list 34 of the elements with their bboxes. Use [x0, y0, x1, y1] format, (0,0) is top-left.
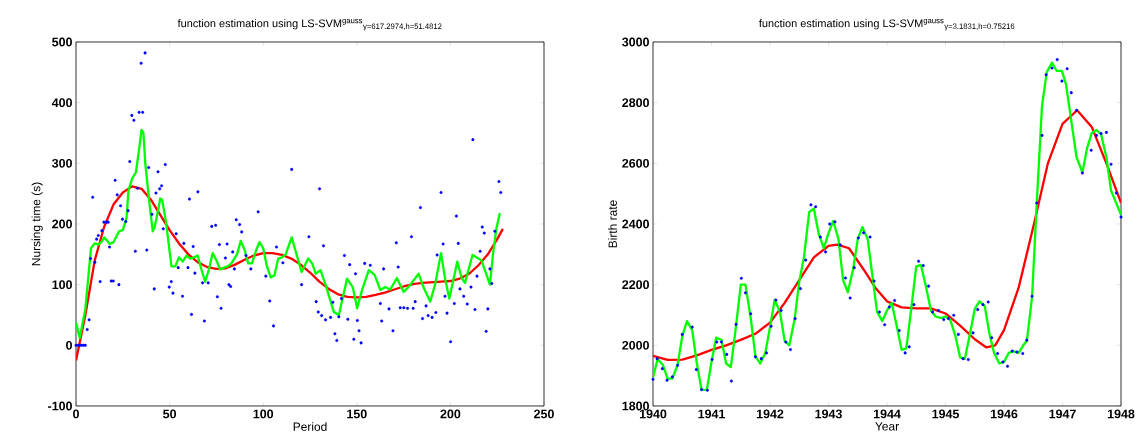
x-tick-label: 1943	[815, 409, 842, 419]
y-tick-label: 2600	[622, 158, 649, 168]
y-tick-label: 3000	[622, 37, 649, 47]
y-axis-title: Nursing time (s)	[31, 182, 43, 266]
x-tick-label: 1947	[1049, 409, 1076, 419]
x-tick-label: 1946	[990, 409, 1018, 419]
x-tick-label: 1941	[698, 409, 726, 419]
x-tick-label: 1942	[756, 409, 784, 419]
x-tick-label: 100	[253, 409, 274, 419]
y-tick-label: 400	[51, 98, 72, 108]
y-tick-label: 2200	[622, 280, 649, 290]
x-axis-title: Period	[293, 422, 327, 431]
x-tick-label: 1944	[873, 409, 901, 419]
x-tick-label: 150	[347, 409, 367, 419]
y-tick-label: 200	[52, 219, 72, 229]
x-tick-label: 50	[163, 409, 177, 419]
x-tick-label: 1945	[932, 409, 960, 419]
x-tick-label: 250	[534, 409, 554, 419]
y-tick-label: 500	[52, 37, 72, 47]
x-tick-label: 200	[440, 409, 461, 419]
y-tick-label: 2000	[622, 340, 649, 350]
y-tick-label: 0	[66, 340, 72, 350]
y-tick-label: 2800	[622, 98, 649, 108]
y-axis-title: Birth rate	[608, 200, 617, 248]
y-tick-label: 100	[52, 280, 72, 290]
y-tick-label: -100	[48, 401, 72, 411]
y-tick-label: 1800	[622, 401, 649, 411]
y-tick-label: 300	[51, 158, 72, 168]
x-tick-label: 0	[73, 409, 79, 419]
y-tick-label: 2400	[622, 219, 649, 229]
x-tick-label: 1948	[1107, 409, 1135, 419]
x-tick-label: 1940	[639, 409, 667, 419]
x-axis-title: Year	[875, 422, 899, 431]
line-series	[76, 128, 501, 340]
